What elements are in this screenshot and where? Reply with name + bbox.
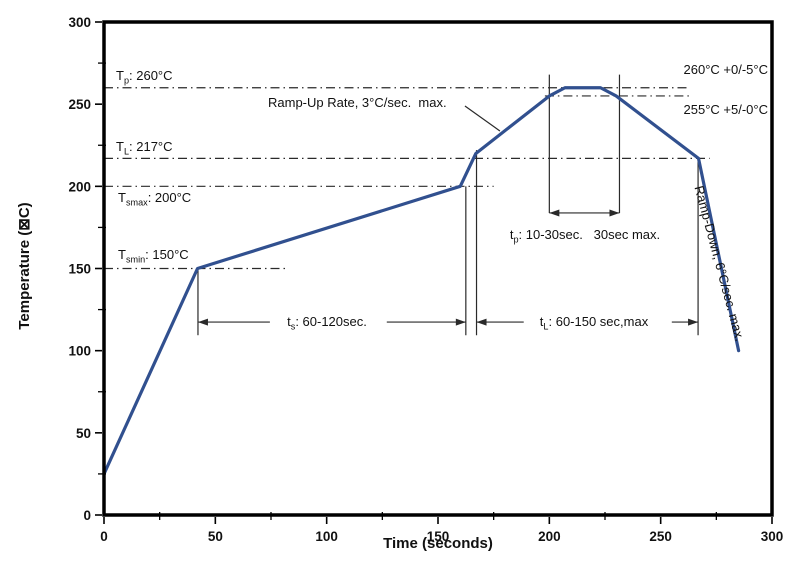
- annotation-ramp-up-rate: Ramp-Up Rate, 3°C/sec. max.: [268, 95, 447, 110]
- x-tick-label: 100: [315, 529, 338, 544]
- y-tick-label: 100: [68, 344, 91, 359]
- y-tick-label: 0: [83, 508, 91, 523]
- plot-border: [102, 20, 774, 517]
- arrowhead: [609, 209, 620, 217]
- x-tick-label: 200: [538, 529, 561, 544]
- y-tick-label: 300: [68, 15, 91, 30]
- arrowhead: [476, 318, 487, 326]
- y-tick-label: 200: [68, 179, 91, 194]
- ref-label-tp: Tp: 260°C: [116, 68, 173, 86]
- x-tick-label: 50: [208, 529, 223, 544]
- ref-label-tl: TL: 217°C: [116, 139, 173, 157]
- leader-line: [464, 105, 501, 132]
- annotation-ts-duration: ts: 60-120sec.: [287, 314, 367, 332]
- arrowhead: [688, 318, 699, 326]
- x-tick-label: 150: [427, 529, 450, 544]
- arrowhead: [197, 318, 208, 326]
- y-axis-title: Temperature (⊠C): [16, 202, 33, 330]
- x-axis-title: Time (seconds): [383, 535, 493, 552]
- ref-label-tsmax: Tsmax: 200°C: [118, 190, 192, 208]
- annotation-peak-upper-tolerance: 260°C +0/-5°C: [683, 62, 768, 77]
- annotation-peak-lower-tolerance: 255°C +5/-0°C: [683, 102, 768, 117]
- arrowhead: [549, 209, 560, 217]
- annotation-tp-duration: tp: 10-30sec. 30sec max.: [509, 227, 661, 245]
- x-tick-label: 0: [100, 529, 108, 544]
- profile-curve: [102, 86, 741, 476]
- x-tick-label: 250: [649, 529, 672, 544]
- arrowhead: [455, 318, 466, 326]
- y-tick-label: 250: [68, 97, 91, 112]
- x-tick-label: 300: [761, 529, 784, 544]
- y-tick-label: 150: [68, 262, 91, 277]
- y-tick-label: 50: [76, 426, 91, 441]
- annotation-tl-duration: tL: 60-150 sec,max: [539, 314, 649, 332]
- ref-label-tsmin: Tsmin: 150°C: [118, 247, 189, 265]
